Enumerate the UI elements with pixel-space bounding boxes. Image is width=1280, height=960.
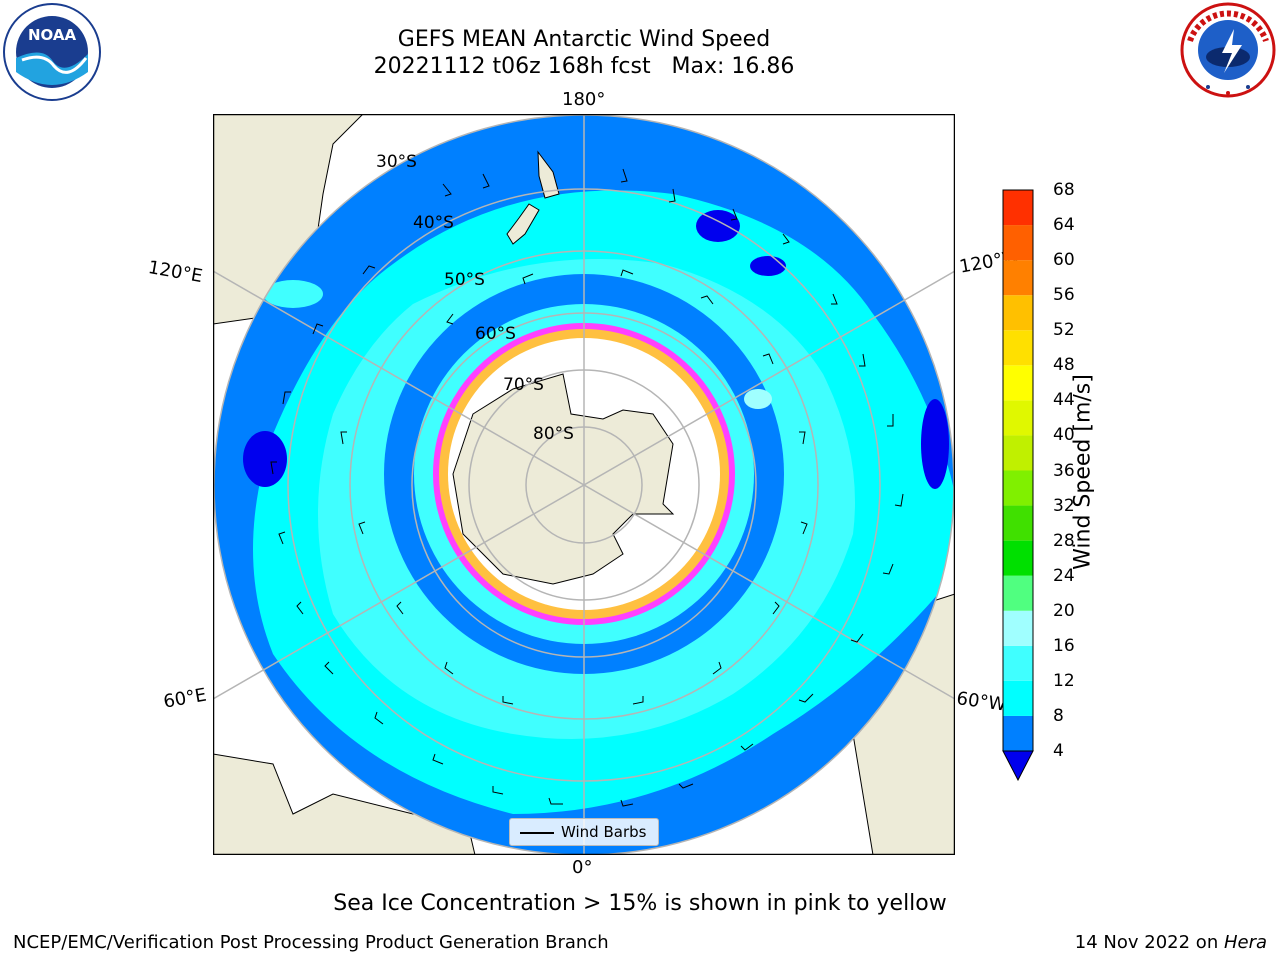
colorbar-tick-label: 48	[1053, 355, 1075, 376]
svg-text:NOAA: NOAA	[28, 26, 77, 44]
lat-label-60s: 60°S	[475, 324, 516, 344]
sea-ice-caption: Sea Ice Concentration > 15% is shown in …	[333, 891, 947, 916]
polar-map	[213, 114, 955, 855]
colorbar-tick-label: 64	[1053, 215, 1075, 236]
colorbar-segment	[1003, 435, 1033, 471]
colorbar-tick-label: 52	[1053, 320, 1075, 341]
colorbar-tick-label: 60	[1053, 250, 1075, 271]
colorbar-tick-label: 32	[1053, 495, 1075, 516]
footer-date-text: 14 Nov 2022 on	[1074, 932, 1224, 953]
colorbar-tick-label: 40	[1053, 425, 1075, 446]
colorbar-segment	[1003, 610, 1033, 646]
colorbar-tick-label: 44	[1053, 390, 1075, 411]
wind-barbs-legend: Wind Barbs	[509, 818, 659, 846]
colorbar-segment	[1003, 505, 1033, 541]
national-weather-service-logo	[1176, 1, 1280, 99]
wind-barb-line-icon	[520, 832, 554, 834]
lon-label-180: 180°	[562, 89, 606, 110]
colorbar-tick-label: 4	[1053, 741, 1064, 761]
footer-credit: NCEP/EMC/Verification Post Processing Pr…	[13, 932, 609, 953]
colorbar-segment	[1003, 295, 1033, 331]
land-antarctica	[452, 373, 675, 585]
lon-label-60w: 60°W	[955, 688, 1008, 716]
colorbar-segment	[1003, 470, 1033, 506]
map-title: GEFS MEAN Antarctic Wind Speed	[397, 27, 771, 52]
colorbar-segment	[1003, 330, 1033, 366]
land-africa	[213, 753, 476, 855]
colorbar-segment	[1003, 260, 1033, 296]
legend-label: Wind Barbs	[561, 823, 647, 841]
map-subtitle: 20221112 t06z 168h fcst Max: 16.86	[373, 54, 795, 79]
noaa-logo: NOAA	[2, 2, 102, 102]
lat-label-40s: 40°S	[413, 213, 454, 233]
colorbar-tick-label: 20	[1053, 600, 1075, 621]
colorbar-tick-label: 8	[1053, 705, 1064, 726]
colorbar-segment	[1003, 715, 1033, 751]
colorbar-label: Wind Speed [m/s]	[1070, 374, 1096, 570]
colorbar-segment	[1003, 680, 1033, 716]
colorbar	[1002, 188, 1034, 782]
colorbar-segment	[1003, 365, 1033, 401]
colorbar-under-triangle	[1002, 750, 1034, 782]
colorbar-segment	[1003, 225, 1033, 261]
lat-label-70s: 70°S	[503, 375, 544, 395]
lon-label-0: 0°	[572, 857, 593, 878]
colorbar-segment	[1003, 575, 1033, 611]
colorbar-tick-label: 28	[1053, 530, 1075, 551]
colorbar-tick-label: 68	[1053, 180, 1075, 200]
colorbar-segment	[1003, 540, 1033, 576]
colorbar-tick-label: 24	[1053, 565, 1075, 586]
colorbar-tick-label: 12	[1053, 670, 1075, 691]
colorbar-tick-label: 36	[1053, 460, 1075, 481]
land-new-zealand	[506, 150, 560, 245]
lon-label-120e: 120°E	[146, 257, 205, 288]
footer-date: 14 Nov 2022 on Hera	[1075, 932, 1267, 954]
colorbar-tick-label: 16	[1053, 635, 1075, 656]
lon-label-60e: 60°E	[161, 684, 209, 713]
lat-label-80s: 80°S	[533, 424, 574, 444]
colorbar-segment	[1003, 645, 1033, 681]
colorbar-tick-label: 56	[1053, 285, 1075, 306]
colorbar-segment	[1003, 190, 1033, 226]
footer-host: Hera	[1223, 932, 1267, 953]
lat-label-30s: 30°S	[376, 152, 417, 172]
colorbar-segment	[1003, 400, 1033, 436]
lat-label-50s: 50°S	[444, 270, 485, 290]
